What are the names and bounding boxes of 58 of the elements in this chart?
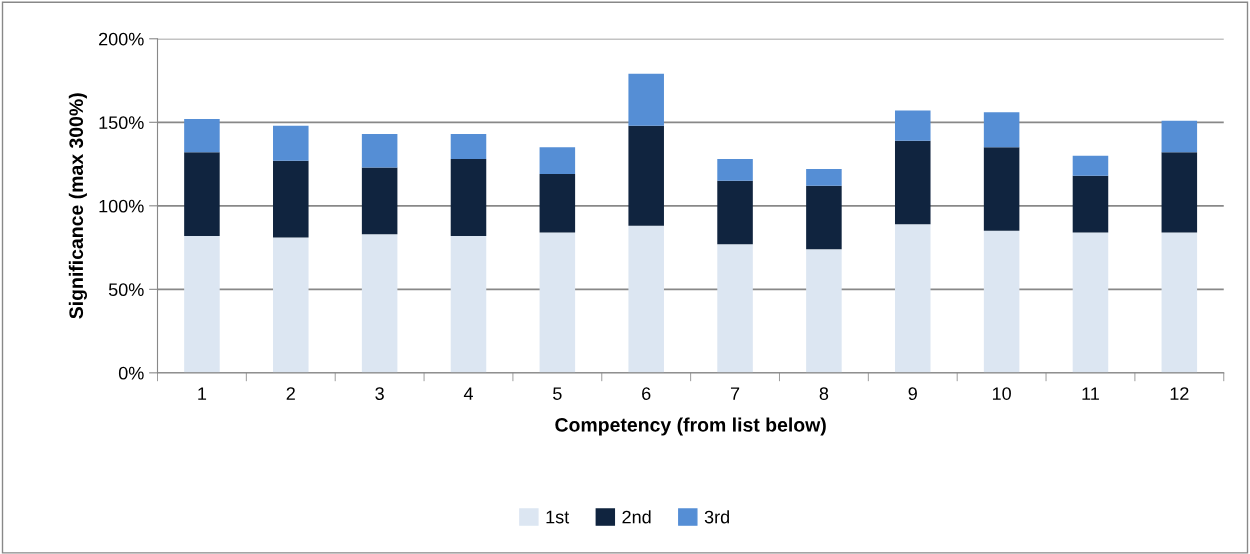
bar	[184, 152, 220, 236]
bar	[717, 244, 753, 373]
bar	[628, 125, 664, 226]
bar	[539, 232, 576, 373]
bar	[1072, 232, 1109, 373]
bar	[361, 167, 398, 235]
legend-label: 2nd	[622, 510, 651, 524]
bar	[894, 140, 931, 225]
y-tick-label: 0%	[118, 366, 144, 380]
y-axis-title: Significance (max 300%)	[68, 93, 88, 319]
x-tick-label: 12	[1170, 387, 1189, 400]
bar	[983, 147, 1020, 231]
x-tick-label: 7	[730, 387, 740, 400]
bar	[717, 159, 753, 181]
x-tick-label: 11	[1082, 387, 1099, 400]
bar	[628, 225, 664, 373]
x-tick-label: 6	[642, 387, 651, 400]
bar	[1161, 152, 1198, 233]
x-tick-label: 10	[992, 387, 1011, 400]
bar	[361, 133, 398, 168]
bar	[450, 159, 487, 236]
bar	[806, 249, 842, 373]
bar	[539, 147, 576, 175]
y-tick-label: 100%	[99, 199, 144, 213]
bar	[361, 234, 398, 373]
x-tick-label: 5	[553, 387, 562, 400]
bar	[628, 73, 664, 126]
y-tick-label: 50%	[108, 283, 144, 297]
legend-label: 1st	[546, 510, 570, 524]
bar	[717, 180, 753, 245]
x-tick-label: 2	[286, 387, 295, 400]
legend-label: 3rd	[704, 510, 729, 524]
x-tick-label: 4	[463, 387, 473, 400]
bar	[1072, 175, 1109, 233]
x-tick-label: 1	[198, 387, 207, 400]
bar	[450, 133, 487, 160]
y-tick-label: 150%	[99, 116, 144, 130]
x-tick-label: 3	[375, 387, 384, 400]
bar	[273, 160, 309, 238]
bar	[806, 169, 842, 186]
x-tick-label: 9	[908, 387, 917, 400]
bar	[983, 230, 1020, 373]
bar	[1072, 155, 1109, 176]
bar	[539, 174, 576, 233]
bar	[983, 112, 1020, 148]
x-tick-label: 8	[819, 387, 829, 400]
bar	[184, 235, 220, 373]
bar	[894, 110, 931, 141]
bar	[273, 237, 309, 373]
x-axis-title: Competency (from list below)	[555, 417, 826, 436]
bar	[1161, 120, 1198, 153]
bar	[184, 118, 220, 153]
bar	[450, 235, 487, 373]
bar	[806, 185, 842, 250]
y-tick-label: 200%	[99, 32, 144, 46]
bar	[1161, 232, 1198, 373]
bar	[894, 224, 931, 373]
bar	[273, 125, 309, 161]
